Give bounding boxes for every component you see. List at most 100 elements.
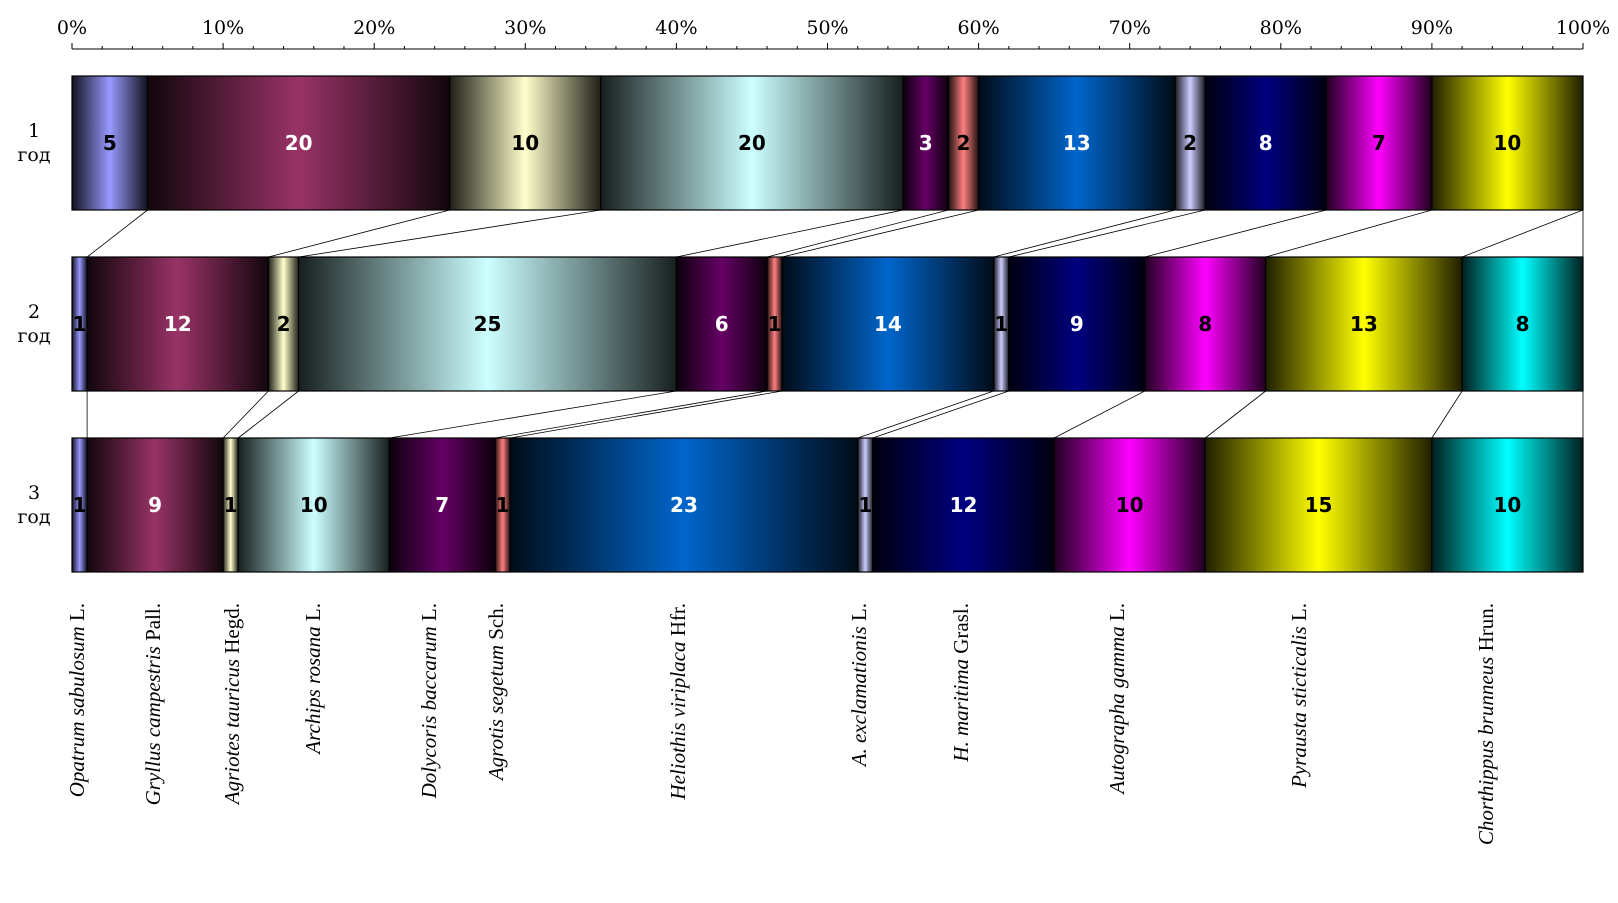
bar-segment <box>1431 437 1584 573</box>
bar-segment <box>872 437 1055 573</box>
series-line <box>993 209 1176 258</box>
data-label: 13 <box>1350 312 1378 336</box>
legend-entry: Archips rosana L. <box>301 603 325 756</box>
row-label: год <box>17 144 50 166</box>
bar-segment <box>947 75 980 211</box>
data-label: 6 <box>715 312 729 336</box>
x-tick-label: 10% <box>202 17 244 39</box>
bar-segment <box>781 256 995 392</box>
bar-segment <box>298 256 677 392</box>
row-label: 2 <box>28 301 40 323</box>
data-label: 1 <box>224 493 238 517</box>
bar-segment <box>600 75 904 211</box>
series-line <box>1461 209 1584 258</box>
series-line <box>676 209 904 258</box>
data-label: 2 <box>957 131 971 155</box>
series-line <box>766 209 949 258</box>
bars: 5 20 10 20 3 2 13 2 8 7 101 12 2 25 6 1 14 1 9 8 13 81 9 1 10 7 1 2… <box>71 75 1584 573</box>
series-connector-lines <box>86 209 1584 439</box>
data-label: 12 <box>164 312 192 336</box>
row-label: 1 <box>28 120 40 142</box>
bar-segment <box>977 75 1176 211</box>
data-label: 13 <box>1063 131 1091 155</box>
x-tick-label: 20% <box>353 17 395 39</box>
series-line <box>1144 209 1327 258</box>
bar-segment <box>1053 437 1206 573</box>
x-tick-label: 70% <box>1109 17 1151 39</box>
data-label: 9 <box>148 493 162 517</box>
data-label: 1 <box>73 493 87 517</box>
x-tick-label: 40% <box>655 17 697 39</box>
data-label: 5 <box>103 131 117 155</box>
x-tick-label: 60% <box>957 17 999 39</box>
legend-entry: Opatrum sabulosum L. <box>65 603 89 797</box>
bar-segment <box>86 256 270 392</box>
data-label: 23 <box>670 493 698 517</box>
series-line <box>1008 209 1206 258</box>
data-label: 1 <box>994 312 1008 336</box>
data-label: 8 <box>1516 312 1530 336</box>
series-line <box>237 390 299 439</box>
data-label: 20 <box>738 131 766 155</box>
x-tick-label: 80% <box>1260 17 1302 39</box>
bar-segment <box>449 75 602 211</box>
x-axis: 0% 10% 20% 30% 40% 50% 60% 70% 80% 90% 100% <box>57 17 1610 50</box>
bar-segment <box>237 437 390 573</box>
series-line <box>1205 390 1266 439</box>
data-label: 7 <box>1372 131 1386 155</box>
data-label: 3 <box>919 131 933 155</box>
legend-entry: Heliothis viriplaca Hfr. <box>666 603 690 801</box>
data-label: 1 <box>858 493 872 517</box>
legend-entry: Chorthippus brunneus Hrun. <box>1474 603 1498 845</box>
data-label: 25 <box>474 312 502 336</box>
bar-segment <box>1144 256 1267 392</box>
series-line <box>389 390 677 439</box>
data-label: 10 <box>1494 131 1522 155</box>
data-label: 7 <box>435 493 449 517</box>
bar-segment <box>86 437 224 573</box>
x-tick-label: 0% <box>57 17 87 39</box>
bar-segment <box>1265 256 1463 392</box>
data-label: 10 <box>1494 493 1522 517</box>
data-label: 12 <box>950 493 978 517</box>
data-label: 1 <box>496 493 510 517</box>
x-tick-label: 90% <box>1411 17 1453 39</box>
legend-entry: Dolycoris baccarum L. <box>417 603 441 799</box>
data-label: 2 <box>277 312 291 336</box>
series-line <box>1431 390 1463 439</box>
legend-entry: Autographa gamma L. <box>1105 603 1129 796</box>
bar-segment <box>1174 75 1206 211</box>
x-tick-label: 100% <box>1556 17 1610 39</box>
series-line <box>298 209 601 258</box>
data-label: 15 <box>1305 493 1333 517</box>
data-label: 8 <box>1259 131 1273 155</box>
data-label: 8 <box>1198 312 1212 336</box>
data-label: 10 <box>511 131 539 155</box>
bar-segment <box>675 256 768 392</box>
series-line <box>872 390 1009 439</box>
bar-segment <box>71 75 149 211</box>
data-label: 9 <box>1070 312 1084 336</box>
series-line <box>222 390 269 439</box>
bar-segment <box>1461 256 1584 392</box>
legend-entry: Gryllus campestris Pall. <box>141 603 165 805</box>
x-tick-label: 30% <box>504 17 546 39</box>
series-line <box>495 390 768 439</box>
legend-entry: Agrotis segetum Sch. <box>484 603 508 782</box>
series-line <box>268 209 450 258</box>
series-line <box>1053 390 1145 439</box>
bar-segment <box>1008 256 1146 392</box>
x-tick-label: 50% <box>806 17 848 39</box>
legend-entry: Pyrausta sticticalis L. <box>1287 603 1311 789</box>
data-label: 14 <box>874 312 902 336</box>
bar-segment <box>146 75 451 211</box>
series-line <box>782 209 979 258</box>
row-label: год <box>17 506 50 528</box>
data-label: 2 <box>1183 131 1197 155</box>
series-line <box>857 390 994 439</box>
data-label: 20 <box>285 131 313 155</box>
legend-entry: H. maritima Grasl. <box>949 603 973 763</box>
bar-segment <box>1431 75 1584 211</box>
